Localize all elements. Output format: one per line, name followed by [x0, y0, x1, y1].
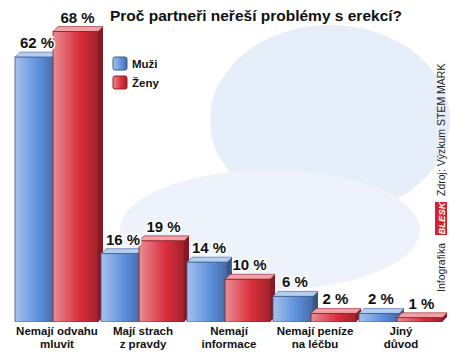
data-label: 68 % — [60, 9, 94, 26]
bar — [53, 32, 98, 322]
bar — [397, 318, 442, 322]
bar-top — [359, 308, 404, 313]
bars — [15, 27, 447, 322]
bar — [15, 57, 55, 322]
data-label: 16 % — [106, 231, 140, 248]
bar-top — [311, 308, 361, 313]
logo-box — [435, 202, 447, 235]
bar — [139, 241, 184, 322]
category-line: informace — [202, 338, 257, 350]
category-label: Nemají odvahumluvit — [16, 325, 98, 350]
bar — [101, 254, 141, 322]
source: Infografika BLESK Zdroj: Výzkum STEM MARK — [435, 64, 447, 292]
legend-swatch — [113, 76, 127, 89]
category-line: Mají strach — [113, 325, 173, 337]
legend-label: Muži — [132, 58, 158, 70]
data-label: 19 % — [146, 218, 180, 235]
bar-top — [225, 274, 275, 279]
category-label: Jinýdůvod — [384, 325, 419, 350]
bar-top — [397, 313, 447, 318]
category-line: Jiný — [389, 325, 413, 337]
category-label: Nemají penízena léčbu — [277, 325, 354, 350]
data-label: 10 % — [232, 256, 266, 273]
bar — [273, 296, 313, 322]
data-label: 6 % — [282, 273, 308, 290]
bar-top — [53, 27, 103, 32]
data-label: 1 % — [409, 295, 435, 312]
bar — [225, 279, 270, 322]
page: {"chart_data": { "type": "bar", "title":… — [0, 0, 450, 352]
bar-top — [139, 236, 189, 241]
legend-label: Ženy — [132, 77, 159, 89]
category-line: mluvit — [40, 338, 74, 350]
data-label: 62 % — [20, 34, 54, 51]
legend-swatch — [113, 57, 127, 70]
labels: 62 % 68 % Nemají odvahumluvit 16 % 19 % Mají … — [16, 9, 434, 350]
category-line: z pravdy — [120, 338, 167, 350]
category-line: důvod — [384, 338, 419, 350]
data-label: 2 % — [323, 290, 349, 307]
annotation: Infografika — [435, 243, 447, 292]
bar-top — [273, 291, 318, 296]
category-line: Nemají odvahu — [16, 325, 98, 337]
category-label: Nemajíinformace — [202, 325, 257, 350]
bar — [187, 262, 227, 322]
data-label: 2 % — [368, 290, 394, 307]
data-label: 14 % — [192, 239, 226, 256]
category-line: na léčbu — [292, 338, 339, 350]
bar-top — [187, 257, 232, 262]
category-label: Mají strachz pravdy — [113, 325, 173, 350]
category-line: Nemají peníze — [277, 325, 354, 337]
bar — [359, 313, 399, 322]
bar — [311, 313, 356, 322]
category-line: Nemají — [210, 325, 249, 337]
annotation: BLESK — [436, 201, 447, 234]
title: Proč partneři neřeší problémy s erekcí? — [110, 7, 402, 24]
chart: 62 % 68 % Nemají odvahumluvit 16 % 19 % Mají … — [0, 0, 450, 352]
annotation: Zdroj: Výzkum STEM MARK — [435, 64, 447, 196]
